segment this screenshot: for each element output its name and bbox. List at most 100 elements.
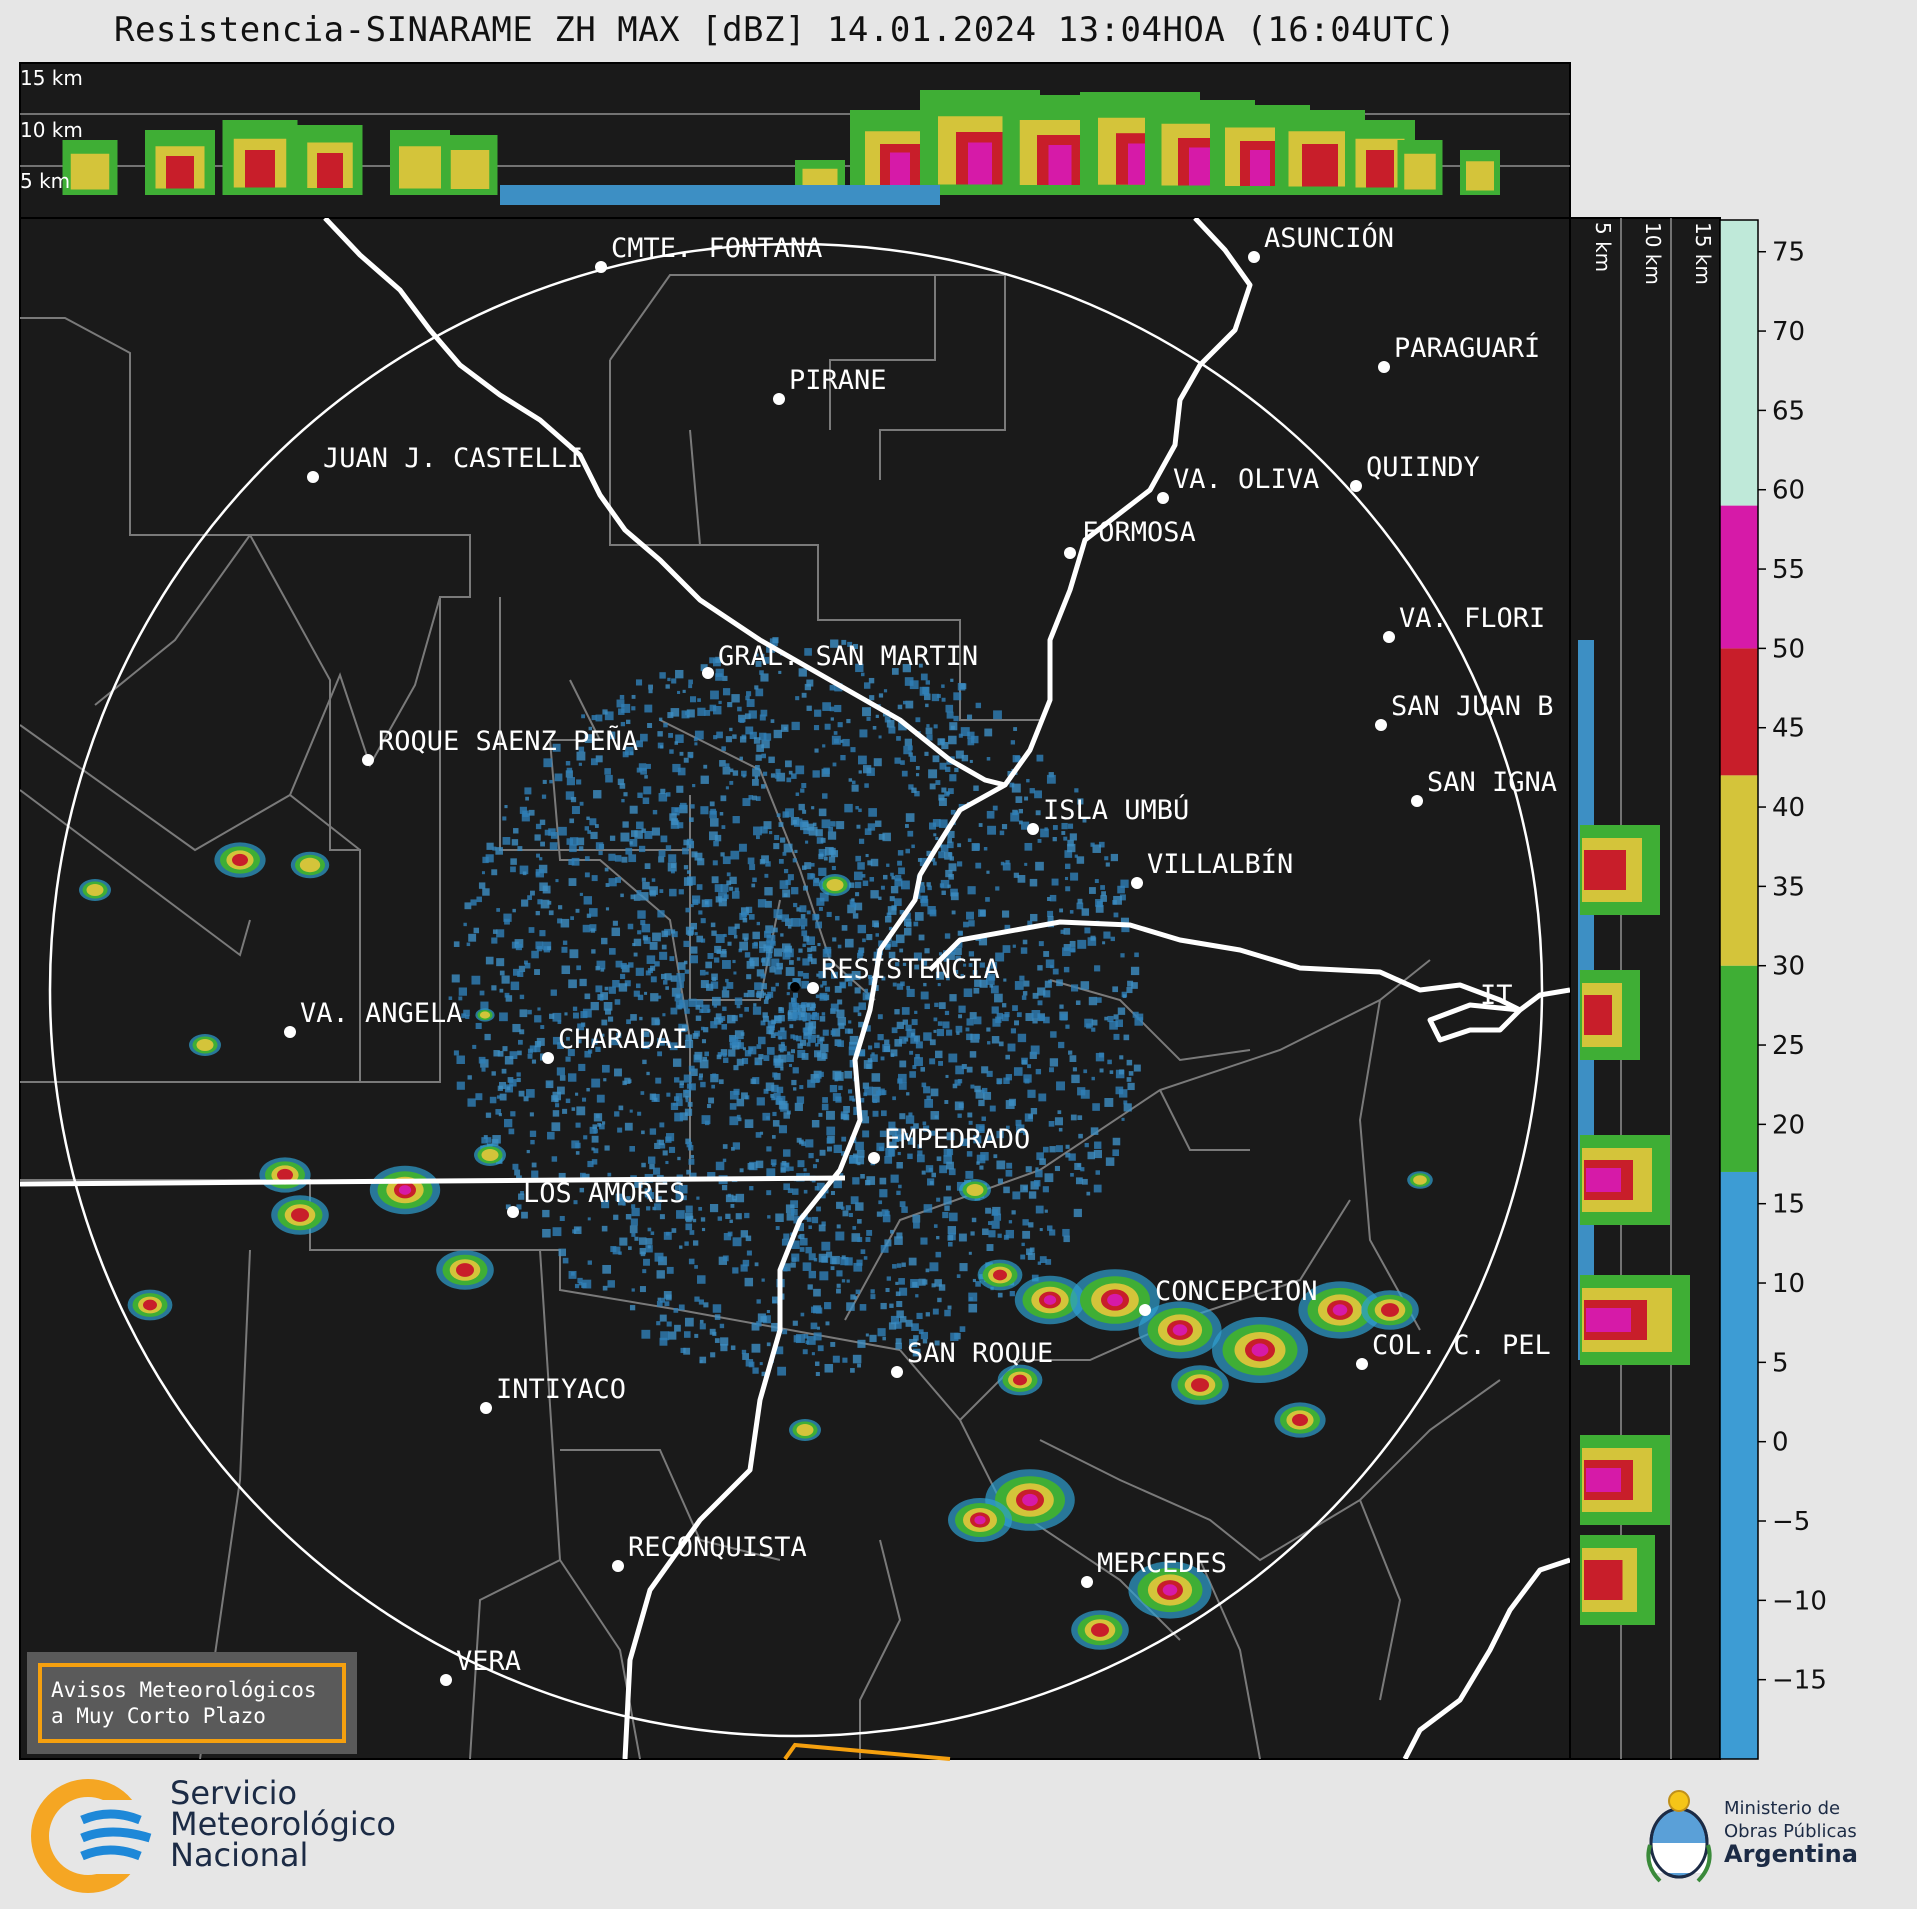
echo-pixel — [925, 727, 933, 735]
echo-cell — [143, 1299, 157, 1311]
echo-pixel — [895, 1342, 902, 1350]
echo-pixel — [1003, 1234, 1009, 1240]
echo-pixel — [880, 885, 885, 890]
echo-pixel — [871, 1094, 880, 1103]
echo-pixel — [947, 838, 953, 843]
echo-pixel — [969, 1051, 977, 1058]
echo-pixel — [1094, 879, 1099, 884]
echo-pixel — [941, 742, 949, 750]
echo-pixel — [858, 838, 865, 844]
smn-line-1: Servicio — [170, 1774, 298, 1812]
echo-pixel — [820, 837, 826, 843]
echo-pixel — [692, 1218, 697, 1223]
echo-pixel — [733, 1065, 739, 1071]
echo-pixel — [870, 1054, 878, 1062]
echo-pixel — [611, 1037, 619, 1046]
echo-pixel — [562, 940, 568, 945]
echo-pixel — [1104, 1016, 1108, 1021]
echo-pixel — [899, 1060, 907, 1068]
echo-pixel — [1118, 1069, 1124, 1075]
echo-pixel — [640, 767, 647, 775]
echo-pixel — [608, 853, 616, 861]
echo-pixel — [870, 1294, 876, 1300]
echo-pixel — [1083, 1069, 1088, 1074]
echo-pixel — [694, 1333, 699, 1338]
echo-pixel — [517, 1050, 522, 1056]
echo-pixel — [625, 1213, 632, 1220]
echo-pixel — [1092, 844, 1101, 853]
echo-pixel — [1134, 1017, 1144, 1026]
echo-pixel — [713, 840, 719, 847]
echo-pixel — [607, 1280, 615, 1288]
echo-pixel — [819, 1016, 826, 1022]
echo-pixel — [948, 735, 957, 745]
echo-pixel — [456, 1055, 465, 1065]
echo-pixel — [868, 1045, 873, 1050]
echo-pixel — [521, 1211, 528, 1219]
echo-pixel — [1005, 1229, 1015, 1239]
echo-pixel — [698, 1076, 703, 1081]
echo-pixel — [768, 756, 775, 764]
radar-site — [790, 982, 800, 992]
echo-pixel — [1052, 836, 1057, 842]
echo-pixel — [946, 1185, 951, 1191]
echo-pixel — [895, 934, 905, 944]
echo-pixel — [461, 1013, 467, 1019]
echo-pixel — [932, 1308, 939, 1315]
echo-pixel — [745, 1235, 752, 1242]
echo-pixel — [711, 973, 718, 981]
echo-pixel — [714, 945, 722, 953]
echo-pixel — [926, 1095, 931, 1101]
echo-pixel — [735, 1213, 742, 1220]
echo-pixel — [997, 1080, 1002, 1085]
echo-pixel — [973, 843, 980, 850]
echo-pixel — [760, 709, 768, 717]
echo-pixel — [965, 1170, 974, 1179]
echo-pixel — [1061, 822, 1068, 830]
echo-pixel — [882, 1214, 891, 1223]
echo-pixel — [799, 1039, 807, 1046]
echo-pixel — [954, 767, 959, 773]
echo-pixel — [1028, 1114, 1033, 1119]
city-label: RECONQUISTA — [628, 1532, 807, 1563]
echo-pixel — [485, 956, 494, 965]
echo-pixel — [885, 1287, 890, 1293]
echo-pixel — [790, 1262, 796, 1268]
echo-pixel — [896, 1021, 904, 1030]
echo-pixel — [812, 879, 820, 887]
echo-pixel — [526, 1149, 530, 1154]
echo-pixel — [716, 1054, 722, 1060]
echo-pixel — [509, 1079, 517, 1087]
echo-pixel — [795, 696, 800, 701]
echo-pixel — [775, 768, 781, 775]
echo-pixel — [966, 1033, 973, 1041]
echo-pixel — [836, 1283, 841, 1288]
echo-pixel — [568, 979, 577, 989]
echo-pixel — [591, 715, 597, 721]
echo-pixel — [920, 882, 925, 886]
echo-pixel — [622, 1080, 627, 1086]
echo-pixel — [577, 1039, 582, 1044]
echo-pixel — [979, 979, 988, 988]
echo-pixel — [591, 1135, 599, 1143]
echo-pixel — [711, 1084, 716, 1089]
echo-pixel — [700, 1217, 706, 1222]
echo-pixel — [688, 1158, 695, 1165]
echo-pixel — [1022, 1219, 1029, 1226]
echo-pixel — [800, 1237, 808, 1246]
echo-pixel — [465, 1014, 470, 1019]
echo-cell — [1332, 1304, 1348, 1316]
echo-pixel — [680, 1347, 686, 1354]
ministry-logo: Ministerio de Obras Públicas Argentina — [1640, 1785, 1858, 1889]
echo-pixel — [524, 960, 528, 965]
echo-pixel — [733, 1088, 740, 1095]
echo-pixel — [835, 915, 840, 921]
top-label-10km: 10 km — [20, 118, 83, 142]
echo-pixel — [770, 1159, 777, 1165]
echo-pixel — [856, 1259, 863, 1266]
echo-pixel — [834, 985, 842, 993]
echo-pixel — [938, 794, 945, 801]
echo-pixel — [542, 1228, 551, 1238]
echo-pixel — [663, 1231, 672, 1240]
